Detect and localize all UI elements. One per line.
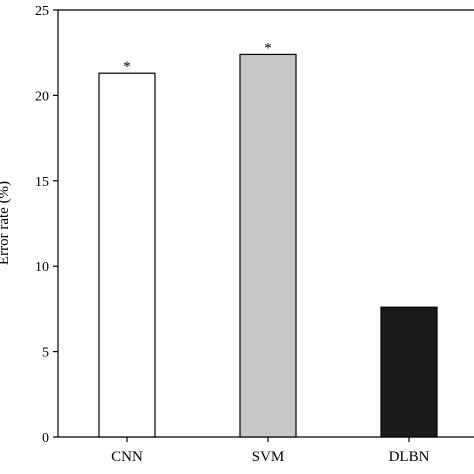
x-tick-labels: CNN SVM DLBN [111, 437, 430, 465]
x-tick-label-svm: SVM [252, 449, 285, 465]
y-tick-label: 10 [35, 260, 49, 275]
y-tick-label: 20 [35, 89, 49, 104]
y-axis-title: Error rate (%) [0, 181, 12, 265]
bar-svm [239, 53, 297, 438]
significance-marker-svm: * [264, 40, 272, 56]
y-tick-label: 25 [35, 4, 49, 19]
significance-marker-cnn: * [123, 59, 131, 75]
x-tick-label-cnn: CNN [111, 449, 143, 465]
bars [98, 53, 438, 438]
bar-dlbn [380, 306, 438, 438]
y-tick-label: 5 [42, 346, 49, 361]
y-tick-label: 0 [42, 431, 49, 446]
y-ticks: 0 5 10 15 20 25 [35, 4, 58, 446]
y-tick-label: 15 [35, 175, 49, 190]
bar-annotations: ** [123, 40, 272, 75]
bar-cnn [98, 72, 156, 438]
x-tick-label-dlbn: DLBN [389, 449, 430, 465]
